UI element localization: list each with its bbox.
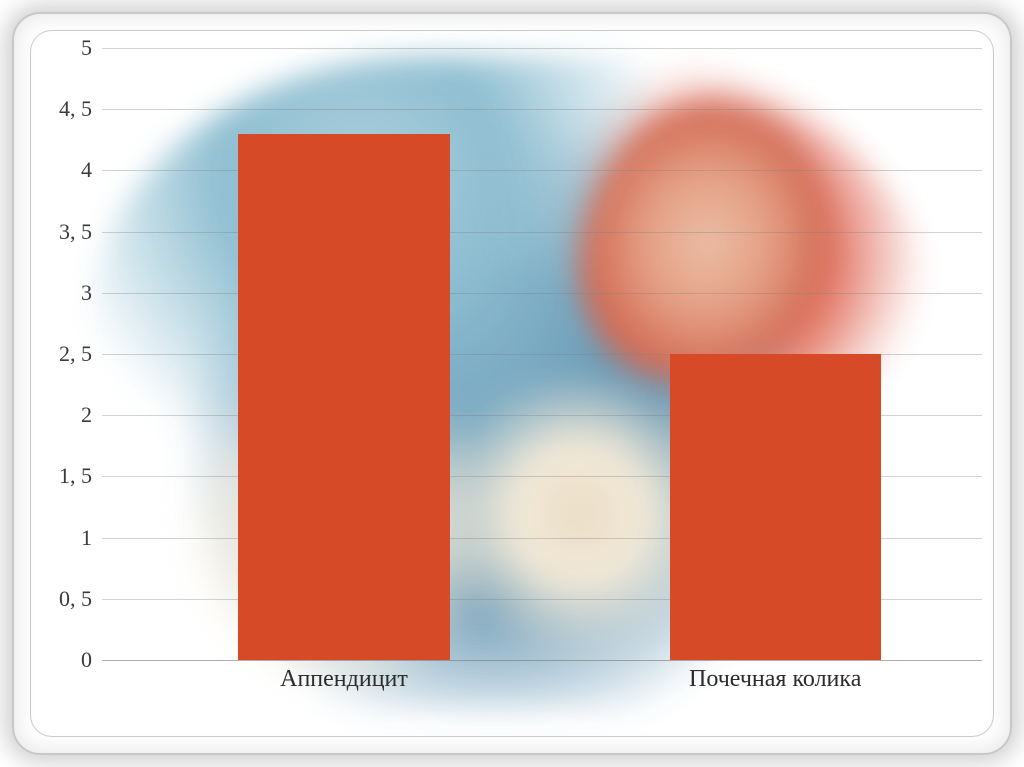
slide-frame: 00, 511, 522, 533, 544, 55 АппендицитПоч… (12, 12, 1012, 755)
grid-line (102, 232, 982, 233)
grid-line (102, 170, 982, 171)
bar (238, 134, 449, 660)
y-tick-label: 4, 5 (48, 96, 92, 122)
category-label: Аппендицит (280, 666, 408, 693)
plot-area: 00, 511, 522, 533, 544, 55 (102, 48, 982, 661)
y-tick-label: 0 (48, 647, 92, 673)
y-tick-label: 5 (48, 35, 92, 61)
y-tick-label: 3, 5 (48, 219, 92, 245)
y-tick-label: 2 (48, 402, 92, 428)
y-tick-label: 2, 5 (48, 341, 92, 367)
bar-chart: 00, 511, 522, 533, 544, 55 Аппендицит Поч… (42, 48, 982, 708)
y-tick-label: 1, 5 (48, 463, 92, 489)
y-tick-label: 1 (48, 525, 92, 551)
grid-line (102, 293, 982, 294)
bar (670, 354, 881, 660)
grid-line (102, 109, 982, 110)
y-tick-label: 4 (48, 157, 92, 183)
y-tick-label: 3 (48, 280, 92, 306)
y-tick-label: 0, 5 (48, 586, 92, 612)
grid-line (102, 48, 982, 49)
category-label: Почечная колика (689, 666, 861, 693)
